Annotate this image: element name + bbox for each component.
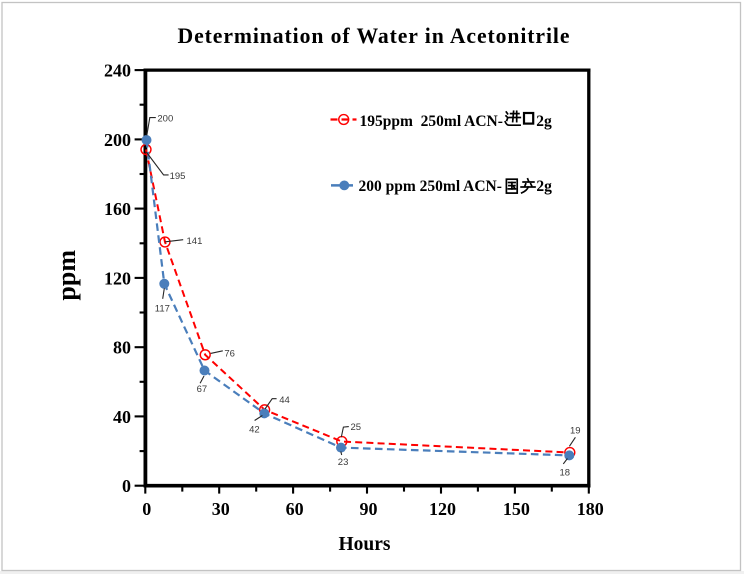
svg-text:30: 30 xyxy=(212,499,230,519)
svg-text:Determination of Water in Acet: Determination of Water in Acetonitrile xyxy=(178,24,570,48)
svg-text:19: 19 xyxy=(570,425,581,436)
svg-text:67: 67 xyxy=(197,384,208,395)
svg-text:25: 25 xyxy=(351,422,362,433)
svg-text:80: 80 xyxy=(113,338,131,358)
svg-text:180: 180 xyxy=(577,499,604,519)
svg-text:240: 240 xyxy=(104,61,131,81)
svg-text:76: 76 xyxy=(224,348,235,359)
svg-text:150: 150 xyxy=(503,499,530,519)
svg-text:200: 200 xyxy=(157,113,173,124)
svg-text:2g: 2g xyxy=(536,113,552,130)
svg-text:200 ppm 250ml ACN-: 200 ppm 250ml ACN- xyxy=(359,178,502,195)
svg-text:120: 120 xyxy=(104,268,131,288)
svg-text:195: 195 xyxy=(170,171,186,182)
svg-text:23: 23 xyxy=(338,457,349,468)
svg-text:117: 117 xyxy=(155,303,170,314)
svg-text:Hours: Hours xyxy=(338,534,390,555)
svg-text:0: 0 xyxy=(122,476,131,496)
svg-text:2g: 2g xyxy=(536,178,552,195)
svg-text:195ppm 250ml ACN-: 195ppm 250ml ACN- xyxy=(360,113,503,130)
svg-text:ppm: ppm xyxy=(52,250,81,301)
svg-text:141: 141 xyxy=(187,236,203,247)
svg-text:0: 0 xyxy=(142,499,151,519)
svg-text:60: 60 xyxy=(286,499,304,519)
svg-text:44: 44 xyxy=(279,395,290,406)
svg-text:18: 18 xyxy=(560,468,571,479)
svg-text:90: 90 xyxy=(360,499,378,519)
svg-text:160: 160 xyxy=(104,199,131,219)
svg-text:42: 42 xyxy=(249,425,260,436)
svg-text:40: 40 xyxy=(113,407,131,427)
svg-text:200: 200 xyxy=(104,130,131,150)
svg-text:120: 120 xyxy=(429,499,456,519)
